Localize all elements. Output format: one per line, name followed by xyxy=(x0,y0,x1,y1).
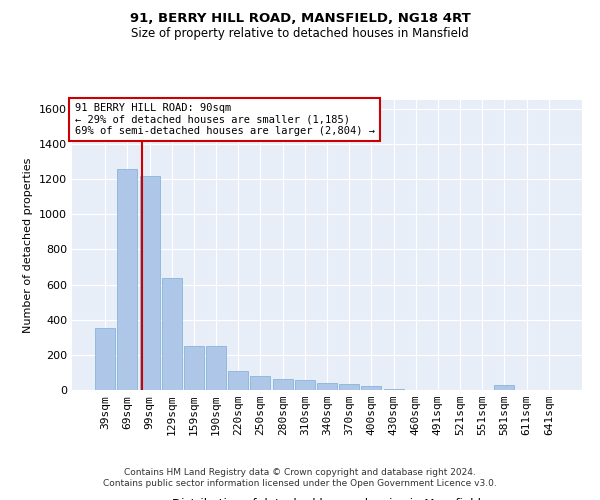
Bar xyxy=(184,346,204,390)
Bar xyxy=(317,383,337,390)
Bar xyxy=(206,346,226,390)
Bar xyxy=(494,384,514,390)
Bar xyxy=(118,168,137,390)
Text: 91, BERRY HILL ROAD, MANSFIELD, NG18 4RT: 91, BERRY HILL ROAD, MANSFIELD, NG18 4RT xyxy=(130,12,470,26)
Bar xyxy=(361,386,382,390)
Bar xyxy=(295,380,315,390)
Bar xyxy=(250,376,271,390)
X-axis label: Distribution of detached houses by size in Mansfield: Distribution of detached houses by size … xyxy=(173,498,482,500)
Bar xyxy=(95,328,115,390)
Text: Size of property relative to detached houses in Mansfield: Size of property relative to detached ho… xyxy=(131,28,469,40)
Text: Contains HM Land Registry data © Crown copyright and database right 2024.
Contai: Contains HM Land Registry data © Crown c… xyxy=(103,468,497,487)
Bar xyxy=(162,278,182,390)
Bar xyxy=(228,370,248,390)
Text: 91 BERRY HILL ROAD: 90sqm
← 29% of detached houses are smaller (1,185)
69% of se: 91 BERRY HILL ROAD: 90sqm ← 29% of detac… xyxy=(74,103,374,136)
Bar xyxy=(140,176,160,390)
Y-axis label: Number of detached properties: Number of detached properties xyxy=(23,158,34,332)
Bar xyxy=(339,384,359,390)
Bar xyxy=(272,378,293,390)
Bar xyxy=(383,389,404,390)
